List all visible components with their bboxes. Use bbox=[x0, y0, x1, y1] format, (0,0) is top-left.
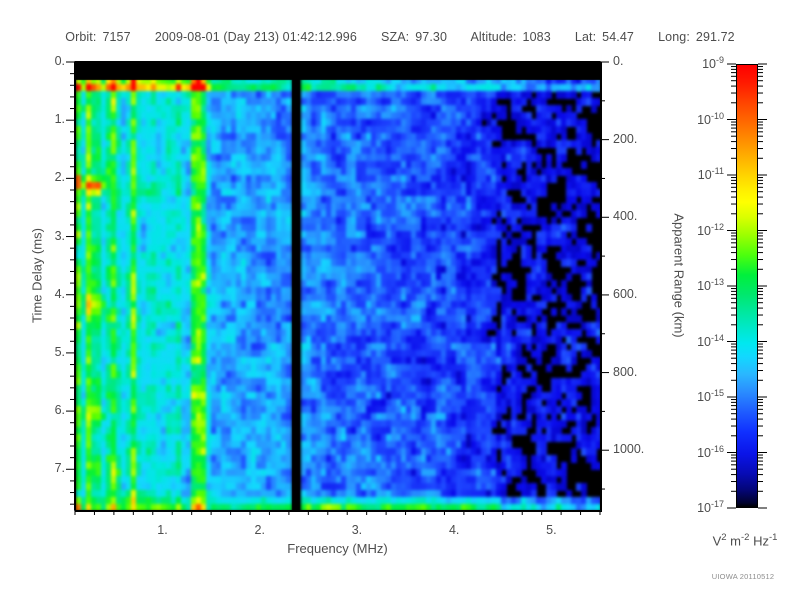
header-value-orbit: 7157 bbox=[102, 30, 131, 44]
header-label-orbit: Orbit: bbox=[65, 30, 97, 44]
axis-tick-label: 1. bbox=[54, 112, 65, 127]
colorbar-tick-label: 10-11 bbox=[656, 166, 724, 182]
header-value-lat: 54.47 bbox=[602, 30, 634, 44]
colorbar-tick-exponent: -14 bbox=[710, 332, 724, 343]
header-label-sza: SZA: bbox=[381, 30, 410, 44]
axis-tick-label: 4. bbox=[448, 523, 460, 537]
axis-tick-label: 2. bbox=[254, 523, 265, 537]
header-field-lat: Lat: 54.47 bbox=[575, 30, 638, 44]
colorbar-tick-mantissa: 10 bbox=[697, 501, 711, 516]
spectrogram-plot-area bbox=[75, 62, 602, 512]
units-meters: m bbox=[730, 533, 741, 549]
colorbar-units-label: V2 m-2 Hz-1 bbox=[690, 532, 800, 548]
colorbar-tick-exponent: -12 bbox=[710, 221, 724, 232]
header-value-long: 291.72 bbox=[695, 30, 735, 44]
axis-tick-label: 3. bbox=[54, 228, 65, 243]
colorbar-tick-label: 10-17 bbox=[656, 499, 724, 515]
header-value-sza: 97.30 bbox=[415, 30, 447, 44]
colorbar-tick-mantissa: 10 bbox=[697, 334, 711, 349]
axis-tick-label: 200. bbox=[613, 131, 638, 146]
colorbar-tick-exponent: -16 bbox=[710, 443, 724, 454]
units-hertz-exponent: -1 bbox=[768, 532, 778, 543]
header-info-line: Orbit: 7157 2009-08-01 (Day 213) 01:42:12… bbox=[0, 30, 800, 44]
colorbar-tick-label: 10-16 bbox=[656, 444, 724, 460]
colorbar-tick-label: 10-15 bbox=[656, 388, 724, 404]
colorbar-tick-mantissa: 10 bbox=[697, 168, 712, 183]
units-hertz: Hz bbox=[753, 533, 769, 549]
spectrogram-image bbox=[76, 63, 601, 511]
colorbar-tick-label: 10-10 bbox=[656, 111, 724, 127]
colorbar-tick-label: 10-9 bbox=[656, 55, 724, 71]
axis-tick-label: 600. bbox=[613, 286, 638, 301]
axis-tick-label: 400. bbox=[613, 209, 638, 224]
axis-tick-label: 6. bbox=[54, 403, 65, 418]
units-meters-exponent: -2 bbox=[741, 532, 750, 543]
axis-tick-label: 2. bbox=[54, 170, 65, 185]
colorbar-tick-mantissa: 10 bbox=[697, 112, 711, 127]
colorbar-tick-exponent: -15 bbox=[710, 388, 724, 398]
colorbar-tick-mantissa: 10 bbox=[697, 279, 711, 294]
colorbar-gradient bbox=[736, 64, 758, 508]
header-field-long: Long: 291.72 bbox=[658, 30, 735, 44]
credit-text: UIOWA 20110512 bbox=[711, 572, 775, 581]
header-value-datetime: 2009-08-01 (Day 213) 01:42:12.996 bbox=[154, 30, 357, 44]
colorbar-tick-mantissa: 10 bbox=[697, 223, 711, 238]
axis-tick-label: 3. bbox=[351, 523, 363, 537]
axis-tick-label: 7. bbox=[54, 461, 65, 476]
colorbar-tick-label: 10-13 bbox=[656, 277, 724, 293]
header-value-altitude: 1083 bbox=[522, 30, 551, 44]
axis-tick-label: 1000. bbox=[613, 442, 645, 457]
axis-tick-label: 0. bbox=[613, 54, 624, 68]
units-volts: V bbox=[712, 533, 722, 549]
y-axis-title-left: Time Delay (ms) bbox=[29, 228, 45, 323]
colorbar-tick-label: 10-12 bbox=[656, 222, 724, 238]
colorbar-tick-exponent: -17 bbox=[710, 499, 724, 509]
colorbar-tick-exponent: -10 bbox=[710, 110, 724, 121]
axis-tick-label: 800. bbox=[613, 364, 638, 379]
header-field-altitude: Altitude: 1083 bbox=[470, 30, 554, 44]
colorbar-tick-mantissa: 10 bbox=[702, 57, 716, 72]
header-label-long: Long: bbox=[658, 30, 690, 44]
units-volts-exponent: 2 bbox=[721, 532, 727, 543]
axis-tick-label: 5. bbox=[546, 523, 557, 537]
colorbar-tick-mantissa: 10 bbox=[697, 390, 711, 405]
axis-tick-label: 5. bbox=[54, 344, 65, 359]
header-field-sza: SZA: 97.30 bbox=[381, 30, 451, 44]
x-axis-title: Frequency (MHz) bbox=[287, 541, 388, 556]
colorbar-tick-label: 10-14 bbox=[656, 333, 724, 349]
colorbar-tick-exponent: -9 bbox=[715, 55, 724, 65]
header-field-datetime: 2009-08-01 (Day 213) 01:42:12.996 bbox=[155, 30, 361, 44]
axis-tick-label: 1. bbox=[157, 523, 168, 537]
axis-tick-label: 4. bbox=[54, 286, 65, 301]
colorbar-tick-exponent: -13 bbox=[710, 277, 724, 287]
colorbar-tick-exponent: -11 bbox=[711, 166, 724, 176]
axis-tick-label: 0. bbox=[54, 54, 65, 68]
colorbar-tick-mantissa: 10 bbox=[697, 445, 711, 460]
header-field-orbit: Orbit: 7157 bbox=[65, 30, 134, 44]
header-label-altitude: Altitude: bbox=[470, 30, 517, 44]
header-label-lat: Lat: bbox=[574, 30, 597, 44]
